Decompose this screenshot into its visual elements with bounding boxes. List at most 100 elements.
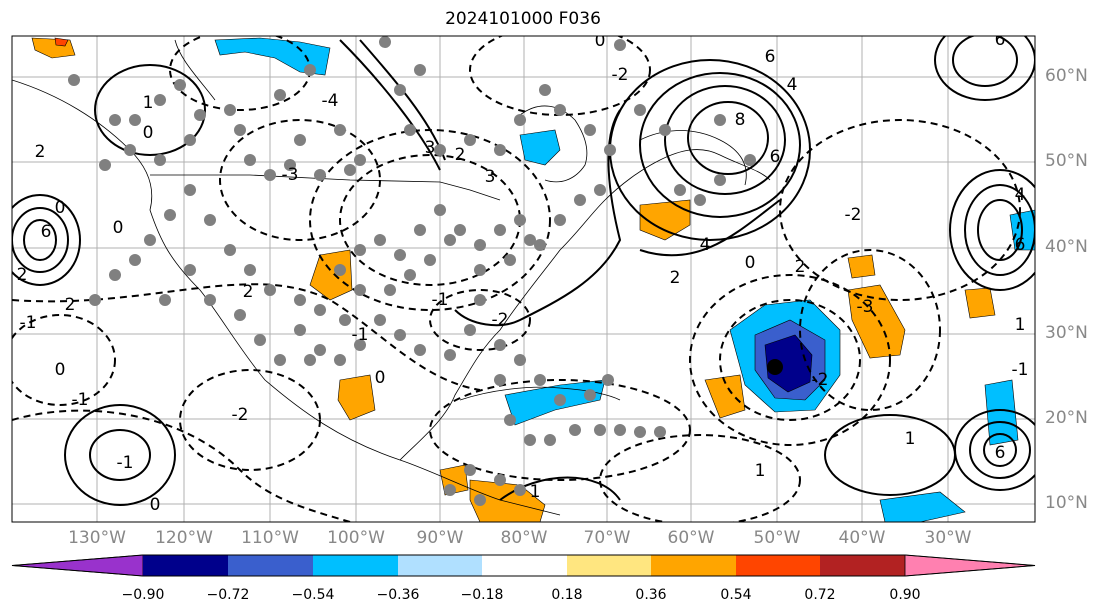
colorbar-extend-low <box>11 554 144 577</box>
colorbar-segment <box>567 555 651 576</box>
contour-label: 0 <box>595 31 606 51</box>
station-dot <box>244 264 256 276</box>
station-dot <box>694 194 706 206</box>
station-dot <box>129 254 141 266</box>
colorbar-segment <box>651 555 736 576</box>
contour-label: 6 <box>41 222 52 242</box>
station-dot <box>504 254 516 266</box>
station-dot <box>464 134 476 146</box>
station-dot <box>379 36 391 48</box>
latitude-label: 20°N <box>1045 408 1088 428</box>
station-dot <box>314 304 326 316</box>
station-dot <box>304 354 316 366</box>
station-dot <box>274 89 286 101</box>
station-dot <box>354 244 366 256</box>
station-dot <box>109 114 121 126</box>
colorbar-segment <box>143 555 228 576</box>
longitude-label: 70°W <box>583 528 631 548</box>
contour-label: -2 <box>232 405 249 425</box>
contour-label: 0 <box>55 360 66 380</box>
station-dot <box>124 144 136 156</box>
station-dot <box>524 434 536 446</box>
contour-label: -1 <box>117 453 134 473</box>
contour-label: -4 <box>322 91 339 111</box>
contour-label: 0 <box>55 198 66 218</box>
latitude-label: 50°N <box>1045 151 1088 171</box>
station-dot <box>314 169 326 181</box>
storm-center-marker <box>767 359 783 375</box>
contours <box>12 36 1035 506</box>
longitude-label: 80°W <box>500 528 548 548</box>
station-dot <box>514 214 526 226</box>
contour-label: 6 <box>765 47 776 67</box>
longitude-label: 50°W <box>753 528 801 548</box>
station-dot <box>604 144 616 156</box>
contour-label: 0 <box>113 218 124 238</box>
contour-label: -2 <box>612 65 629 85</box>
contour-label: -2 <box>812 370 829 390</box>
longitude-label: 110°W <box>241 528 299 548</box>
shaded-anomalies <box>31 37 1035 522</box>
contour-label: 1 <box>755 461 766 481</box>
station-dot <box>204 294 216 306</box>
colorbar-segment <box>820 555 905 576</box>
station-dot <box>474 294 486 306</box>
longitude-label: 30°W <box>924 528 972 548</box>
contour-label: 4 <box>700 235 711 255</box>
latitude-label: 40°N <box>1045 237 1088 257</box>
station-dot <box>494 474 506 486</box>
station-dot <box>494 374 506 386</box>
station-dot <box>304 64 316 76</box>
station-dot <box>344 164 356 176</box>
latitude-label: 30°N <box>1045 323 1088 343</box>
station-dot <box>714 114 726 126</box>
station-dot <box>194 109 206 121</box>
contour-label: -3 <box>857 297 874 317</box>
station-dot <box>654 426 666 438</box>
contour-label: -1 <box>72 390 89 410</box>
contour-label: 0 <box>143 123 154 143</box>
colorbar <box>11 554 1036 577</box>
orange-region-midatlantic-small <box>847 254 876 279</box>
orange-region-east-edge <box>964 287 996 319</box>
contour-label: 6 <box>1015 235 1026 255</box>
colorbar-tick-label: −0.18 <box>460 587 504 603</box>
station-dot <box>354 339 366 351</box>
latitude-label: 10°N <box>1045 493 1088 513</box>
colorbar-tick-label: 0.54 <box>720 587 752 603</box>
station-dot <box>474 239 486 251</box>
station-dot <box>184 134 196 146</box>
longitude-label: 120°W <box>155 528 213 548</box>
station-dot <box>594 424 606 436</box>
station-dot <box>334 354 346 366</box>
station-dot <box>109 269 121 281</box>
station-dot <box>464 324 476 336</box>
station-dot <box>554 394 566 406</box>
blue-region-hudson <box>519 129 561 166</box>
contour-label: 1 <box>530 482 541 502</box>
colorbar-segment <box>313 555 398 576</box>
colorbar-extend-high <box>904 554 1036 577</box>
longitude-label: 60°W <box>667 528 715 548</box>
station-dot <box>354 284 366 296</box>
station-dot <box>474 264 486 276</box>
station-dot <box>99 159 111 171</box>
station-dot <box>534 374 546 386</box>
station-dot <box>614 424 626 436</box>
station-dot <box>594 184 606 196</box>
station-dot <box>68 74 80 86</box>
station-dot <box>539 84 551 96</box>
station-dot <box>544 434 556 446</box>
station-dot <box>444 484 456 496</box>
station-dot <box>154 154 166 166</box>
longitude-label: 40°W <box>838 528 886 548</box>
station-dot <box>494 224 506 236</box>
station-dot <box>334 124 346 136</box>
station-dot <box>129 114 141 126</box>
station-dot <box>264 169 276 181</box>
station-dot <box>334 264 346 276</box>
station-dot <box>444 234 456 246</box>
station-dot <box>714 174 726 186</box>
contour-label: 2 <box>17 265 28 285</box>
